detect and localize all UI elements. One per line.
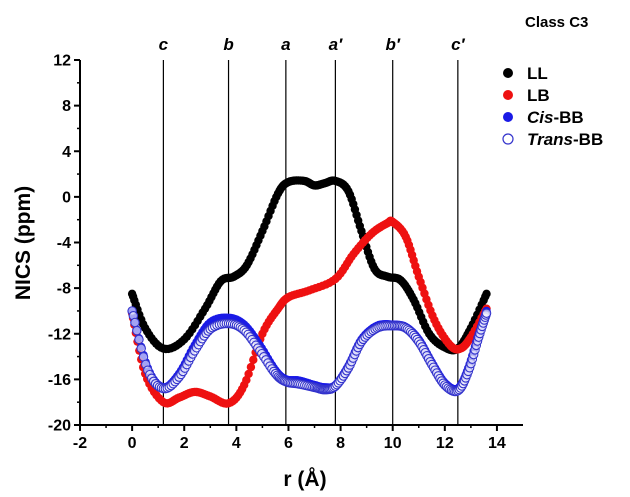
data-point <box>246 362 256 372</box>
data-point <box>130 317 140 328</box>
reference-line-label: c′ <box>451 35 465 54</box>
y-tick-label: -4 <box>57 235 71 252</box>
data-point <box>482 289 491 299</box>
series-trans-bb <box>127 306 492 397</box>
reference-lines: c b a a′ b′ c′ <box>159 35 466 425</box>
x-tick-label: -2 <box>73 435 87 452</box>
x-axis-title: r (Å) <box>283 467 326 491</box>
data-point <box>134 334 144 345</box>
y-tick-label: 0 <box>62 189 71 206</box>
data-point <box>249 355 258 365</box>
data-point <box>481 308 492 318</box>
reference-line-label: a′ <box>329 35 343 54</box>
y-tick-label: 4 <box>62 144 71 161</box>
legend-marker <box>503 90 513 100</box>
legend-label-italic: Cis <box>527 108 553 127</box>
x-tick-label: 2 <box>180 435 189 452</box>
y-tick-label: -12 <box>48 326 71 343</box>
legend-marker <box>503 68 513 78</box>
legend-label: LL <box>527 64 548 83</box>
legend-label-normal: -BB <box>553 108 583 127</box>
y-tick-label: -16 <box>48 372 71 389</box>
y-tick-label: 12 <box>53 53 71 70</box>
y-ticks: -20 -16 -12 -8 -4 0 4 8 12 <box>48 53 80 435</box>
x-ticks: -2 0 2 4 6 8 10 12 14 <box>73 425 506 452</box>
x-tick-label: 0 <box>128 435 137 452</box>
chart-title: Class C3 <box>525 14 588 31</box>
y-tick-label: -20 <box>48 418 71 435</box>
x-tick-label: 4 <box>232 435 241 452</box>
data-point <box>136 343 146 354</box>
x-tick-label: 12 <box>436 435 454 452</box>
data-point <box>132 325 142 336</box>
legend-label: Cis-BB <box>527 108 584 127</box>
legend-label-italic: Trans <box>527 130 573 149</box>
y-axis-title: NICS (ppm) <box>12 186 35 300</box>
data-series <box>127 176 492 408</box>
legend-marker <box>503 112 513 122</box>
legend-label-normal: -BB <box>573 130 603 149</box>
legend-marker <box>502 133 514 145</box>
legend-label: Trans-BB <box>527 130 603 149</box>
x-tick-label: 14 <box>488 435 506 452</box>
y-tick-label: 8 <box>62 98 71 115</box>
y-tick-label: -8 <box>57 281 71 298</box>
x-tick-label: 6 <box>284 435 293 452</box>
data-point <box>244 369 253 379</box>
reference-line-label: a <box>281 35 290 54</box>
x-tick-label: 10 <box>384 435 402 452</box>
x-tick-label: 8 <box>336 435 345 452</box>
legend-label: LB <box>527 86 550 105</box>
reference-line-label: c <box>159 35 169 54</box>
reference-line-label: b <box>223 35 233 54</box>
reference-line-label: b′ <box>385 35 400 54</box>
